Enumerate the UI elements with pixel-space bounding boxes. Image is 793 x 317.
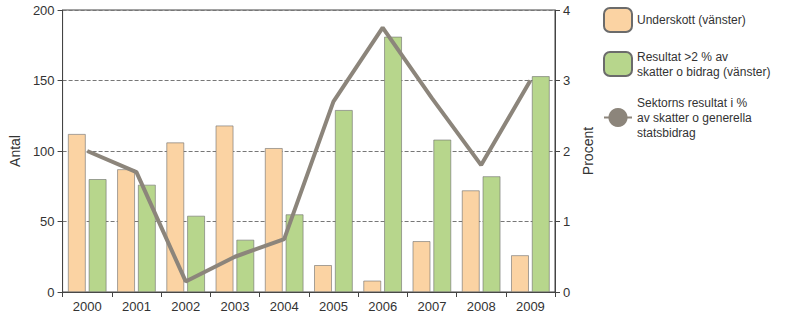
svg-text:4: 4 bbox=[563, 3, 570, 18]
svg-text:2009: 2009 bbox=[516, 299, 545, 314]
svg-text:2001: 2001 bbox=[122, 299, 151, 314]
svg-text:150: 150 bbox=[33, 73, 55, 88]
svg-text:skatter o bidrag (vänster): skatter o bidrag (vänster) bbox=[637, 65, 770, 79]
svg-text:3: 3 bbox=[563, 73, 570, 88]
svg-text:2006: 2006 bbox=[368, 299, 397, 314]
svg-text:0: 0 bbox=[47, 285, 54, 300]
svg-text:2002: 2002 bbox=[171, 299, 200, 314]
svg-text:Sektorns resultat i %: Sektorns resultat i % bbox=[637, 96, 747, 110]
svg-text:2000: 2000 bbox=[73, 299, 102, 314]
svg-text:2008: 2008 bbox=[467, 299, 496, 314]
svg-text:2004: 2004 bbox=[270, 299, 299, 314]
svg-text:2: 2 bbox=[563, 144, 570, 159]
svg-text:0: 0 bbox=[563, 285, 570, 300]
svg-text:Resultat >2 % av: Resultat >2 % av bbox=[637, 50, 728, 64]
svg-text:Procent: Procent bbox=[580, 127, 596, 175]
svg-text:50: 50 bbox=[40, 214, 54, 229]
svg-text:1: 1 bbox=[563, 214, 570, 229]
svg-text:av skatter o generella: av skatter o generella bbox=[637, 111, 752, 125]
svg-text:Underskott (vänster): Underskott (vänster) bbox=[637, 13, 746, 27]
svg-text:2005: 2005 bbox=[319, 299, 348, 314]
svg-text:Antal: Antal bbox=[7, 135, 23, 167]
svg-text:statsbidrag: statsbidrag bbox=[637, 126, 696, 140]
svg-text:100: 100 bbox=[33, 144, 55, 159]
svg-text:200: 200 bbox=[33, 3, 55, 18]
svg-text:2007: 2007 bbox=[417, 299, 446, 314]
svg-text:2003: 2003 bbox=[220, 299, 249, 314]
